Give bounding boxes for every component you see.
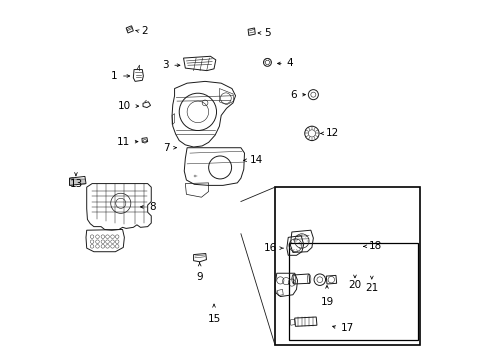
Text: 4: 4 [286,58,293,68]
Text: 3: 3 [162,60,169,70]
Text: 16: 16 [264,243,277,253]
Text: 11: 11 [116,137,129,147]
Text: 19: 19 [320,297,333,307]
Text: 1: 1 [111,71,118,81]
Text: 2: 2 [142,26,148,36]
Text: 18: 18 [368,241,382,251]
Text: 10: 10 [118,101,131,111]
Bar [274,187,419,345]
Text: 5: 5 [264,28,271,38]
Text: 8: 8 [148,202,155,212]
Text: 17: 17 [340,323,353,333]
Text: 9: 9 [196,272,203,282]
Text: 21: 21 [365,283,378,293]
Text: 14: 14 [250,155,263,165]
Text: 12: 12 [325,129,339,138]
Text: 15: 15 [207,314,220,324]
Text: 6: 6 [290,90,297,100]
Text: 7: 7 [163,143,169,153]
Text: 13: 13 [69,179,82,189]
Bar [289,243,418,339]
Text: 20: 20 [347,280,361,291]
